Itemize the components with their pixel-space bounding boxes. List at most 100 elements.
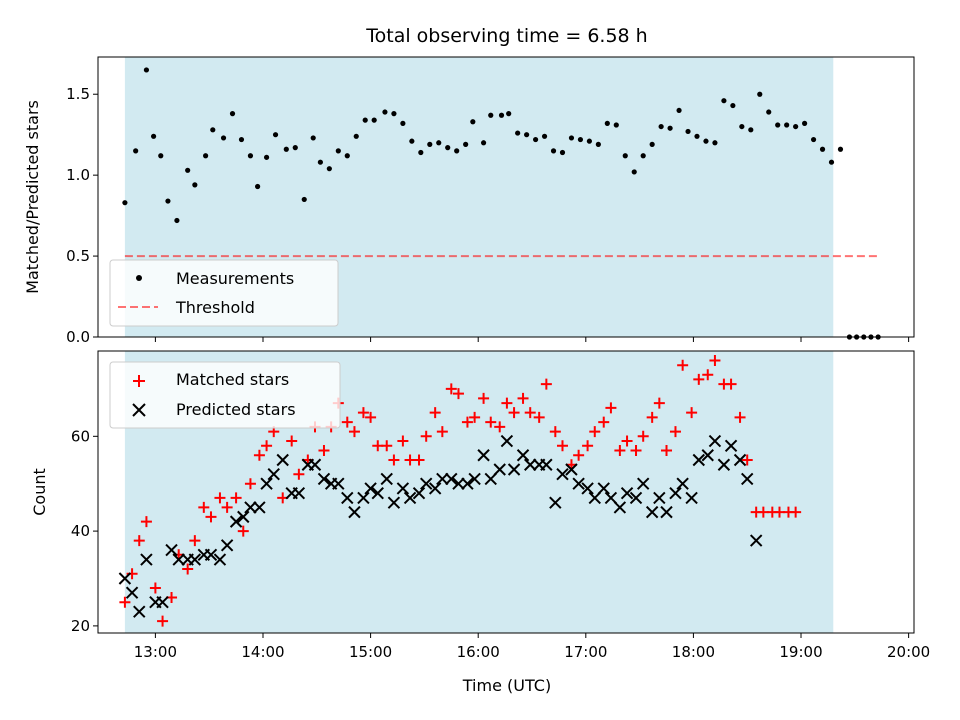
measurement-point-66 (712, 140, 718, 146)
matched-point-10 (198, 501, 210, 513)
matched-point-57 (573, 449, 585, 461)
predicted-point-33 (380, 472, 393, 486)
predicted-point-79 (749, 534, 763, 547)
predicted-point-5 (156, 595, 169, 609)
bottom-axes-frame (97, 350, 915, 634)
measurement-point-2 (143, 67, 150, 73)
measurement-point-21 (310, 135, 316, 141)
measurement-point-40 (480, 140, 487, 146)
measurement-point-46 (532, 136, 539, 143)
predicted-point-70 (676, 477, 689, 490)
matched-point-66 (646, 411, 658, 423)
predicted-point-71 (685, 491, 698, 505)
matched-point-17 (253, 449, 265, 461)
measurement-point-63 (685, 128, 691, 135)
predicted-point-34 (387, 496, 401, 509)
matched-point-53 (540, 378, 552, 390)
predicted-stars-series (118, 434, 763, 618)
matched-point-13 (221, 501, 233, 513)
measurement-point-20 (301, 196, 307, 203)
measurement-point-22 (317, 159, 323, 165)
measurement-point-42 (498, 112, 505, 118)
x-tick-label-0: 13:00 (134, 643, 177, 661)
measurement-point-45 (524, 132, 530, 138)
matched-point-46 (485, 416, 497, 428)
measurement-point-61 (667, 125, 673, 131)
measurement-point-14 (247, 153, 254, 159)
measurement-point-10 (210, 127, 216, 133)
measurement-point-19 (292, 145, 298, 151)
predicted-point-69 (669, 486, 682, 500)
measurement-point-28 (371, 117, 377, 123)
measurement-point-49 (559, 149, 566, 156)
matched-point-3 (140, 516, 152, 528)
matched-point-73 (702, 369, 714, 381)
measurement-point-12 (229, 111, 236, 117)
measurements-series (122, 67, 881, 340)
matched-point-4 (149, 582, 161, 594)
predicted-point-12 (213, 553, 227, 566)
measurement-point-11 (220, 135, 227, 141)
predicted-point-19 (267, 468, 280, 481)
measurement-point-5 (165, 198, 171, 204)
top-x-ticks (154, 337, 910, 342)
matched-point-5 (157, 615, 169, 627)
measurement-point-60 (658, 123, 664, 130)
matched-point-15 (237, 525, 249, 537)
measurement-point-27 (362, 117, 368, 123)
measurement-point-39 (470, 119, 476, 125)
matched-point-49 (508, 407, 520, 419)
predicted-point-66 (645, 505, 659, 519)
top-legend: Measurements Threshold (109, 259, 339, 327)
matched-point-37 (413, 454, 425, 466)
matched-point-47 (494, 421, 506, 433)
predicted-point-15 (237, 510, 250, 524)
measurement-point-75 (793, 123, 799, 130)
measurement-point-15 (255, 183, 261, 190)
bottom-y-ticks: 20 40 60 (71, 427, 98, 635)
matched-point-14 (230, 492, 242, 504)
bottom-x-ticks: 13:00 14:00 15:00 16:00 17:00 18:00 19:00 20:00 (134, 633, 930, 661)
matched-point-51 (524, 407, 536, 419)
measurement-point-78 (819, 146, 826, 152)
matched-point-67 (653, 397, 665, 409)
predicted-point-0 (118, 572, 132, 585)
x-tick-label-4: 17:00 (564, 643, 607, 661)
matched-point-54 (549, 426, 561, 438)
measurement-point-36 (445, 145, 451, 151)
matched-point-55 (556, 440, 568, 452)
measurement-point-13 (238, 136, 245, 143)
matched-point-34 (388, 454, 400, 466)
matched-legend-label: Matched stars (176, 370, 289, 389)
chart-title: Total observing time = 6.58 h (365, 25, 647, 47)
predicted-point-20 (276, 453, 289, 467)
measurement-point-6 (174, 217, 180, 224)
x-tick-label-5: 18:00 (672, 643, 715, 661)
matched-point-38 (420, 430, 432, 442)
bottom-legend: Matched stars Predicted stars (109, 361, 341, 429)
predicted-point-72 (692, 453, 705, 467)
measurement-point-52 (586, 138, 592, 144)
top-y-axis-label: Matched/Predicted stars (23, 100, 42, 294)
matched-stars-series (119, 354, 802, 627)
bottom-y-tick-label-2: 60 (71, 427, 90, 445)
predicted-point-38 (419, 477, 433, 490)
predicted-point-1 (125, 586, 139, 599)
predicted-point-61 (604, 491, 618, 505)
threshold-legend-label: Threshold (175, 298, 255, 317)
measurement-point-65 (703, 138, 709, 144)
predicted-point-53 (540, 458, 553, 471)
matched-point-9 (189, 535, 201, 547)
matched-point-29 (348, 426, 360, 438)
x-tick-label-2: 15:00 (349, 643, 392, 661)
measurement-point-0 (122, 200, 128, 206)
predicted-point-58 (581, 482, 594, 495)
bottom-y-axis-label: Count (30, 468, 49, 516)
measurement-point-74 (784, 122, 790, 128)
matched-point-69 (669, 426, 681, 438)
measurement-point-7 (185, 167, 191, 173)
predicted-point-13 (220, 539, 234, 552)
predicted-point-50 (516, 449, 530, 462)
matched-point-42 (452, 388, 464, 400)
